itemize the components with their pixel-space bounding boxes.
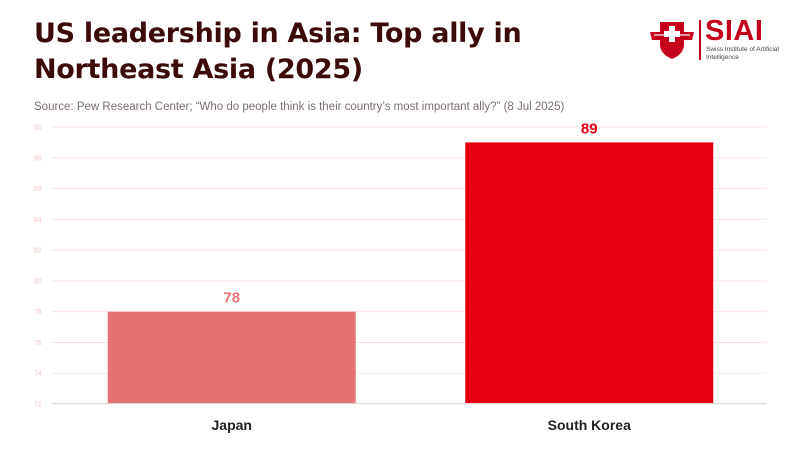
data-label: 89 — [581, 120, 598, 137]
chart-subtitle: Source: Pew Research Center; “Who do peo… — [34, 101, 565, 113]
swiss-shield-icon — [650, 22, 694, 59]
bar-japan — [107, 311, 356, 404]
x-tick-label: Japan — [212, 417, 252, 433]
data-label: 78 — [223, 290, 240, 307]
bar-south-korea — [465, 142, 714, 404]
logo-divider — [699, 20, 701, 60]
y-tick-label: 82 — [34, 248, 42, 255]
y-tick-label: 90 — [34, 125, 42, 132]
y-tick-label: 84 — [34, 217, 42, 224]
logo-wordmark: SIAI — [705, 15, 764, 47]
siai-logo: SIAI Swiss Institute of Artificial Intel… — [648, 15, 779, 62]
y-tick-label: 76 — [34, 340, 42, 347]
chart-title: US leadership in Asia: Top ally in North… — [34, 18, 522, 85]
y-tick-label: 74 — [34, 371, 42, 378]
logo-subtitle: Swiss Institute of Artificial Intelligen… — [706, 46, 779, 61]
y-tick-label: 86 — [34, 186, 42, 193]
bars — [107, 142, 714, 404]
y-tick-label: 78 — [34, 309, 42, 316]
y-tick-label: 88 — [34, 155, 42, 162]
data-labels: 78 Japan 89 South Korea — [212, 120, 632, 433]
x-tick-label: South Korea — [548, 417, 631, 433]
y-tick-label: 80 — [34, 278, 42, 285]
y-tick-label: 72 — [34, 402, 42, 409]
